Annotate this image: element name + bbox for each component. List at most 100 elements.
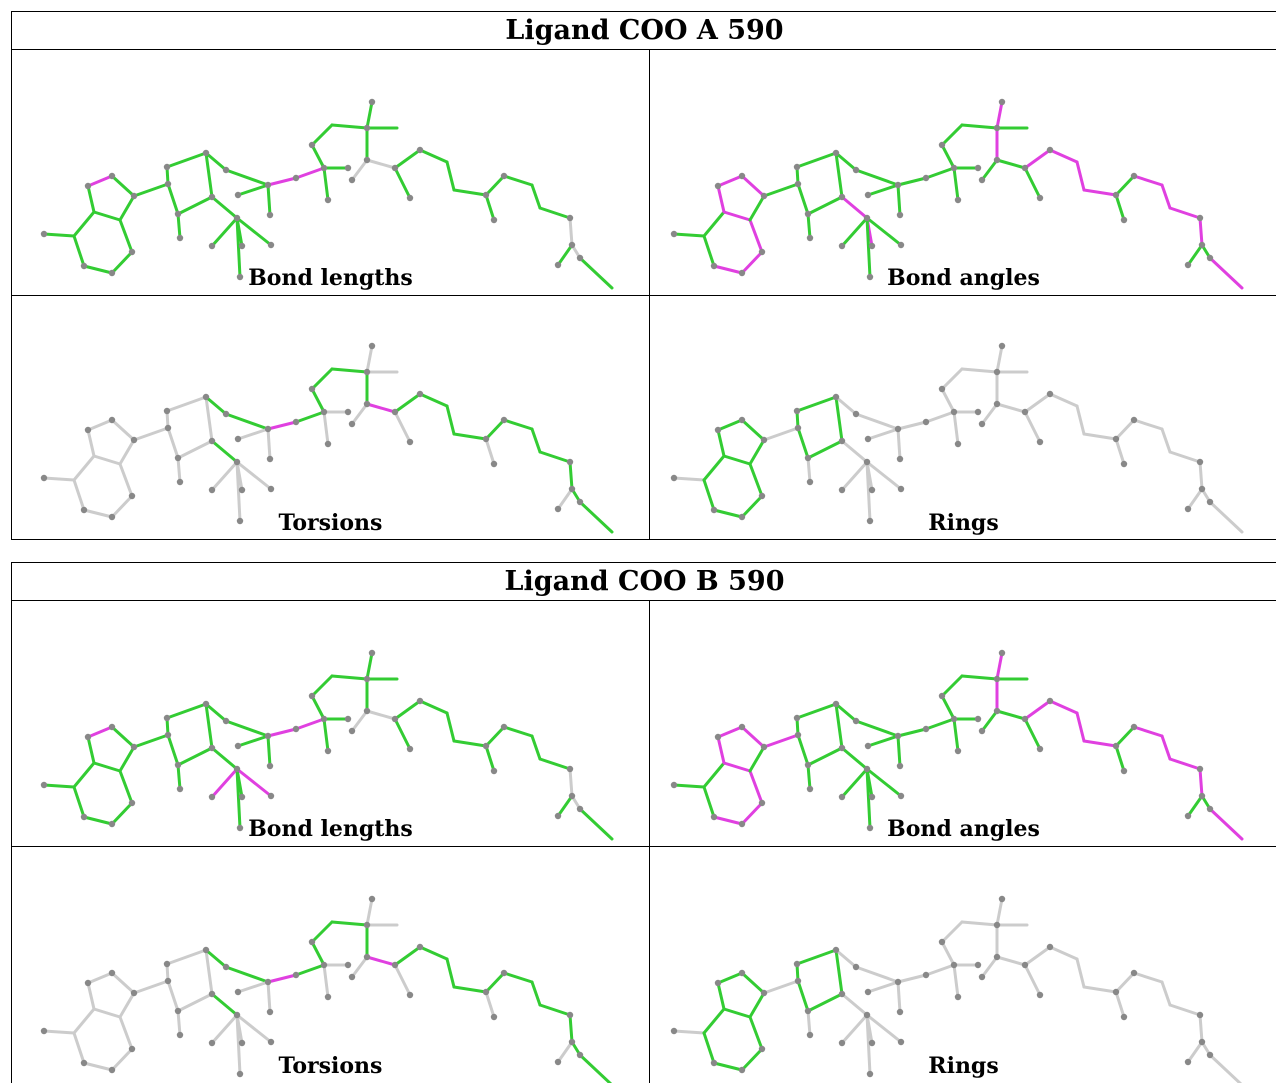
atom bbox=[416, 943, 424, 951]
atom bbox=[710, 262, 718, 270]
bond bbox=[556, 487, 574, 511]
bond bbox=[1023, 392, 1052, 414]
atom bbox=[576, 254, 584, 262]
atom bbox=[308, 385, 316, 393]
molecule-diagram bbox=[40, 342, 614, 534]
bond bbox=[484, 744, 496, 773]
atom bbox=[1036, 991, 1044, 999]
bond bbox=[796, 426, 810, 460]
atom bbox=[568, 485, 576, 493]
bond bbox=[330, 123, 369, 130]
atom bbox=[208, 486, 216, 494]
bond bbox=[224, 168, 270, 187]
bond bbox=[294, 717, 326, 731]
bond bbox=[866, 183, 900, 197]
atom bbox=[866, 1070, 874, 1078]
panel-rings: Rings bbox=[650, 296, 1276, 540]
atom bbox=[838, 990, 846, 998]
atom bbox=[832, 700, 840, 708]
bond bbox=[210, 460, 239, 492]
bond bbox=[1114, 725, 1136, 748]
bond bbox=[86, 418, 114, 432]
atom bbox=[868, 793, 876, 801]
bond bbox=[1132, 725, 1164, 738]
atom bbox=[208, 990, 216, 998]
atom bbox=[264, 732, 272, 740]
bond bbox=[330, 674, 369, 681]
bond bbox=[210, 746, 239, 771]
bond bbox=[1114, 437, 1126, 466]
atom bbox=[490, 216, 498, 224]
bond bbox=[1048, 945, 1079, 961]
atom bbox=[490, 460, 498, 468]
bond bbox=[702, 478, 716, 512]
atom bbox=[760, 192, 768, 200]
atom bbox=[348, 727, 356, 735]
bond bbox=[1198, 460, 1204, 491]
bond bbox=[1114, 193, 1126, 222]
atom bbox=[758, 492, 766, 500]
panel-row: Bond lengths Bond angles bbox=[12, 601, 1276, 847]
atom bbox=[938, 938, 946, 946]
bond bbox=[834, 948, 858, 969]
atom bbox=[864, 191, 872, 199]
atom bbox=[320, 961, 328, 969]
atom bbox=[938, 141, 946, 149]
bond bbox=[952, 410, 960, 446]
bond bbox=[72, 785, 86, 819]
bond bbox=[72, 234, 86, 268]
bond bbox=[795, 948, 838, 966]
bond bbox=[796, 182, 810, 216]
bond bbox=[740, 418, 766, 442]
atom bbox=[864, 988, 872, 996]
panel-caption: Rings bbox=[928, 510, 999, 536]
atom bbox=[163, 163, 171, 171]
bond bbox=[210, 439, 239, 464]
bond bbox=[530, 980, 542, 1007]
bond bbox=[995, 955, 1027, 967]
atom bbox=[236, 517, 244, 525]
atom bbox=[266, 455, 274, 463]
bond bbox=[502, 418, 534, 431]
bond bbox=[118, 991, 136, 1019]
atom bbox=[308, 938, 316, 946]
bond bbox=[42, 476, 76, 482]
atom bbox=[267, 241, 275, 249]
bond bbox=[538, 757, 572, 771]
atom bbox=[993, 368, 1001, 376]
panel-caption: Torsions bbox=[278, 510, 383, 536]
bond bbox=[1023, 166, 1042, 200]
bond bbox=[266, 427, 272, 461]
atom bbox=[922, 725, 930, 733]
atom bbox=[363, 953, 371, 961]
atom bbox=[938, 385, 946, 393]
bond bbox=[176, 212, 182, 240]
bond bbox=[840, 439, 869, 464]
atom bbox=[896, 1008, 904, 1016]
atom bbox=[950, 408, 958, 416]
atom bbox=[130, 989, 138, 997]
atom bbox=[868, 486, 876, 494]
ligand-table-b: Ligand COO B 590 Bond lengths Bond angle… bbox=[11, 562, 1276, 1083]
bond bbox=[365, 709, 397, 721]
bond bbox=[92, 454, 122, 466]
atom bbox=[954, 747, 962, 755]
bond bbox=[960, 920, 999, 927]
bond bbox=[165, 395, 208, 413]
atom bbox=[174, 210, 182, 218]
bond bbox=[72, 1031, 86, 1065]
atom bbox=[738, 1066, 746, 1074]
bond bbox=[748, 769, 764, 805]
atom bbox=[233, 765, 241, 773]
bond bbox=[82, 264, 114, 275]
atom bbox=[482, 435, 490, 443]
bond bbox=[236, 183, 270, 197]
bond bbox=[484, 193, 496, 222]
panel-bond-lengths: Bond lengths bbox=[12, 50, 650, 295]
atom bbox=[896, 762, 904, 770]
atom bbox=[838, 793, 846, 801]
bond bbox=[854, 168, 900, 187]
atom bbox=[368, 342, 376, 350]
bond bbox=[1048, 148, 1079, 164]
atom bbox=[234, 191, 242, 199]
